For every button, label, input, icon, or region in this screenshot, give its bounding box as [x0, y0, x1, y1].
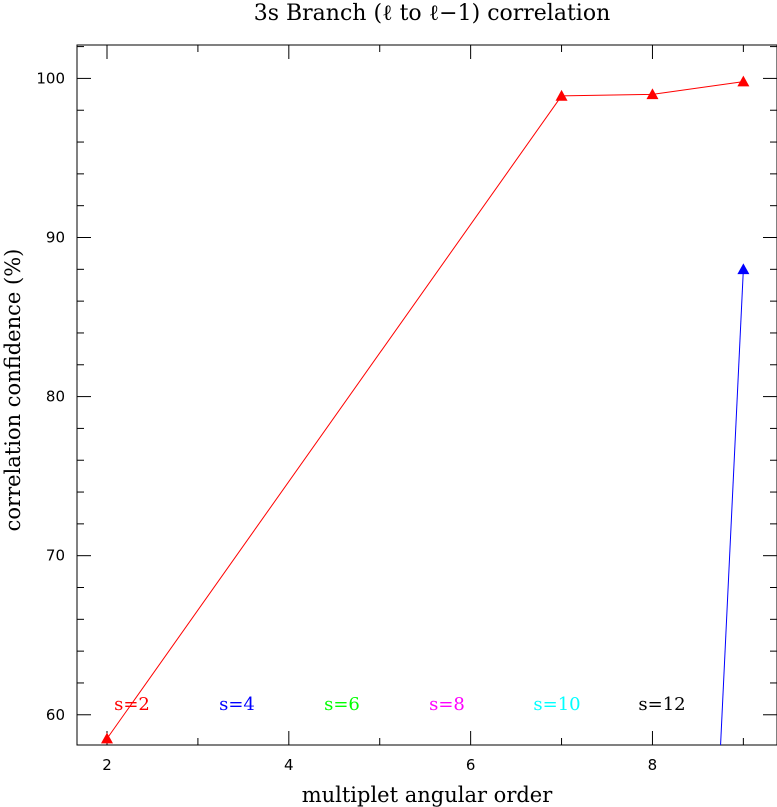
x-axis-label: multiplet angular order — [302, 783, 554, 807]
chart-title: 3s Branch (ℓ to ℓ−1) correlation — [254, 1, 611, 26]
series-line-s=4 — [720, 269, 744, 745]
y-tick-label: 70 — [46, 547, 65, 565]
legend-label-s=10: s=10 — [533, 694, 580, 715]
data-point-s=4 — [737, 263, 750, 275]
plot-frame — [76, 44, 777, 746]
y-tick-label: 60 — [46, 706, 65, 724]
x-axis: 2 4 6 8 — [102, 45, 744, 774]
x-tick-label: 6 — [466, 756, 476, 774]
data-point-s=2 — [646, 88, 659, 100]
legend-label-s=12: s=12 — [638, 694, 685, 715]
x-tick-label: 2 — [102, 756, 112, 774]
y-tick-label: 80 — [46, 388, 65, 406]
y-axis-label: correlation confidence (%) — [1, 249, 25, 532]
data-point-s=2 — [555, 89, 568, 101]
y-tick-label: 90 — [46, 229, 65, 247]
y-tick-label: 100 — [36, 69, 65, 87]
series-layer — [101, 75, 750, 745]
legend-label-s=2: s=2 — [114, 694, 150, 715]
legend-label-s=4: s=4 — [219, 694, 255, 715]
legend: s=2 s=4 s=6 s=8 s=10 s=12 — [114, 694, 686, 715]
x-tick-label: 4 — [284, 756, 294, 774]
legend-label-s=6: s=6 — [324, 694, 360, 715]
data-point-s=2 — [737, 75, 750, 87]
y-axis: 60 70 80 90 100 — [36, 46, 777, 724]
data-point-s=2 — [101, 732, 113, 744]
legend-label-s=8: s=8 — [429, 694, 465, 715]
x-tick-label: 8 — [648, 756, 658, 774]
series-line-s=2 — [106, 81, 744, 739]
